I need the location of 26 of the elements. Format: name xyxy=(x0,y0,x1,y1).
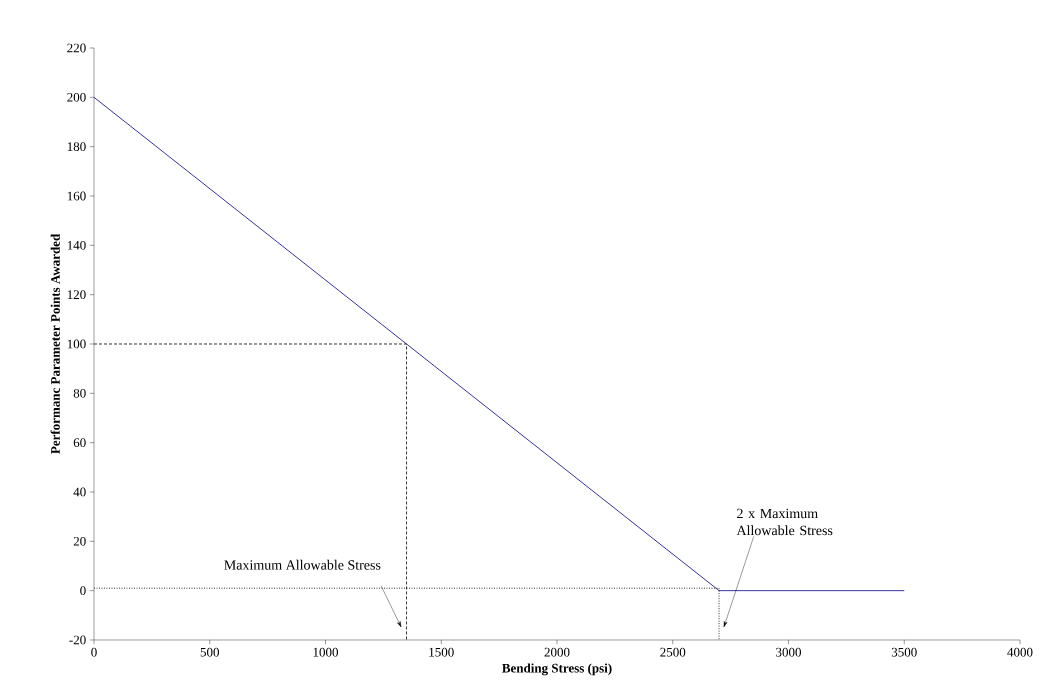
x-tick-label: 500 xyxy=(200,647,220,657)
y-tick-label: 40 xyxy=(73,487,86,497)
y-tick-label: 100 xyxy=(67,339,86,349)
y-tick-label: 200 xyxy=(67,92,86,102)
x-tick-label: 2000 xyxy=(544,647,570,657)
y-tick-label: 0 xyxy=(80,586,86,596)
y-tick-label: 60 xyxy=(73,438,86,448)
x-tick-label: 3500 xyxy=(891,647,917,657)
y-tick-label: 140 xyxy=(67,240,86,250)
x-axis-title: Bending Stress (psi) xyxy=(502,663,612,676)
y-tick-label: 180 xyxy=(67,142,86,152)
x-tick-label: 3000 xyxy=(776,647,801,657)
x-tick-label: 0 xyxy=(91,647,97,657)
y-axis-title: Performanc Parameter Points Awarded xyxy=(50,233,60,454)
annotation: 2 x Maximum Allowable Stress xyxy=(736,508,833,536)
x-tick-label: 2500 xyxy=(660,647,686,657)
y-tick-label: 20 xyxy=(73,536,86,546)
x-tick-label: 1000 xyxy=(313,647,339,657)
y-tick-label: 220 xyxy=(67,43,86,53)
annotation: Maximum Allowable Stress xyxy=(224,559,381,570)
x-tick-label: 1500 xyxy=(429,647,454,657)
y-tick-label: -20 xyxy=(69,635,86,645)
y-tick-label: 120 xyxy=(67,290,86,300)
y-tick-label: 80 xyxy=(73,388,86,398)
y-tick-label: 160 xyxy=(67,191,86,201)
x-tick-label: 4000 xyxy=(1007,647,1033,657)
